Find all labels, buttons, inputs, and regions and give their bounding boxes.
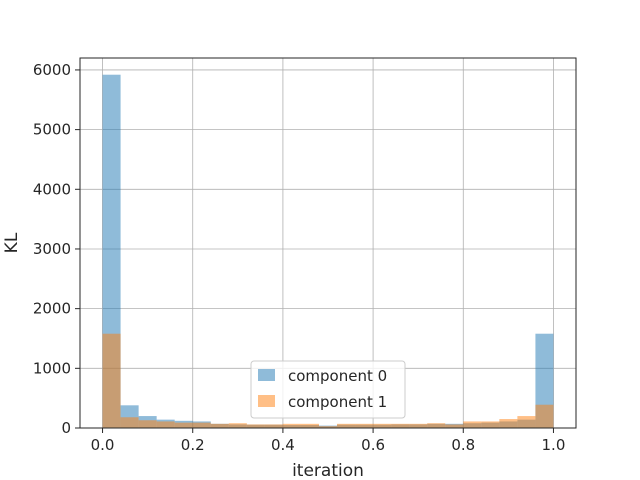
histogram-bar (409, 423, 428, 428)
histogram-bar (355, 423, 374, 428)
histogram-bar (120, 417, 139, 428)
histogram-bar (228, 423, 247, 428)
histogram-bar (300, 423, 319, 428)
legend-label-component-1: component 1 (288, 393, 387, 411)
plot-frame (79, 57, 577, 429)
y-tick-label: 0 (61, 419, 71, 437)
histogram-bar (373, 423, 392, 428)
y-tick-label: 2000 (33, 300, 71, 318)
histogram-bar (445, 424, 464, 428)
histogram-bar (156, 421, 175, 428)
histogram-bar (264, 424, 283, 428)
histogram-bar (427, 423, 446, 428)
histogram-bar (318, 426, 338, 428)
histogram-bar (246, 424, 265, 428)
series-1-bars (102, 333, 554, 428)
histogram-bar (337, 423, 356, 428)
x-tick-label: 0.8 (451, 436, 475, 454)
legend-frame (250, 360, 406, 419)
histogram-bar (282, 423, 301, 428)
axis-ticks: 0.0 0.2 0.4 0.6 0.8 1.0 0 1000 2000 3000 4000 5000 6… (33, 61, 566, 454)
histogram-bar (535, 404, 554, 428)
histogram-bar (102, 333, 121, 428)
legend: component 0 component 1 (250, 360, 406, 419)
x-tick-label: 1.0 (542, 436, 566, 454)
x-axis-label: iteration (292, 461, 364, 480)
y-tick-label: 5000 (33, 121, 71, 139)
histogram-bar (174, 422, 193, 428)
y-axis-label: KL (2, 232, 22, 253)
histogram-bar (463, 421, 482, 428)
y-tick-label: 1000 (33, 359, 71, 377)
y-tick-label: 3000 (33, 240, 71, 258)
y-tick-label: 4000 (33, 180, 71, 198)
x-tick-label: 0.0 (91, 436, 115, 454)
x-tick-label: 0.4 (271, 436, 295, 454)
histogram-bar (481, 421, 500, 428)
histogram-bar (499, 419, 518, 428)
x-tick-label: 0.6 (361, 436, 385, 454)
histogram-bar (210, 423, 229, 428)
histogram-bar (517, 416, 536, 428)
histogram-bar (391, 423, 410, 428)
x-tick-label: 0.2 (181, 436, 205, 454)
histogram-bar (535, 333, 554, 428)
legend-swatch-component-1 (258, 395, 275, 407)
histogram-bar (138, 420, 157, 428)
legend-swatch-component-0 (258, 369, 275, 381)
histogram-bar (192, 422, 211, 428)
histogram-bars (102, 74, 554, 428)
legend-label-component-0: component 0 (288, 367, 387, 385)
y-tick-label: 6000 (33, 61, 71, 79)
grid-lines (80, 58, 576, 429)
